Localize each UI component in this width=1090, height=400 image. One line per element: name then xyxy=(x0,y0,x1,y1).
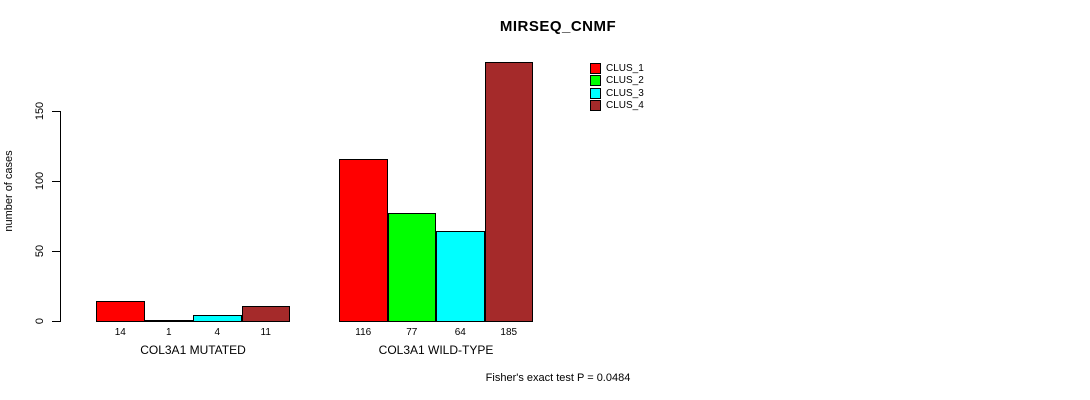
annotation-text: Fisher's exact test P = 0.0484 xyxy=(485,372,631,384)
y-tick-mark xyxy=(52,111,60,112)
bar-clus_3-mutated xyxy=(193,315,242,322)
legend-label-clus_4: CLUS_4 xyxy=(606,100,644,112)
legend-label-clus_1: CLUS_1 xyxy=(606,63,644,74)
y-tick-label: 50 xyxy=(34,244,46,258)
bar-clus_3-wild-type xyxy=(436,231,485,322)
bar-value-label: 185 xyxy=(500,327,518,338)
chart-title: MIRSEQ_CNMF xyxy=(499,18,617,35)
bar-value-label: 4 xyxy=(214,327,221,338)
legend-swatch-clus_2 xyxy=(590,75,601,87)
bar-clus_4-mutated xyxy=(241,306,290,322)
bar-clus_4-wild-type xyxy=(484,62,533,322)
y-tick-mark xyxy=(52,251,60,252)
y-tick-label: 150 xyxy=(34,101,46,121)
legend-label-clus_3: CLUS_3 xyxy=(606,87,644,99)
y-tick-label: 100 xyxy=(34,171,46,191)
group-label: COL3A1 WILD-TYPE xyxy=(378,343,494,357)
y-axis-title: number of cases xyxy=(3,150,15,232)
bar-clus_2-wild-type xyxy=(387,213,436,322)
y-tick-mark xyxy=(52,321,60,322)
bar-value-label: 1 xyxy=(165,327,172,338)
bar-value-label: 64 xyxy=(454,327,466,338)
bar-clus_1-mutated xyxy=(96,301,145,322)
bar-value-label: 77 xyxy=(406,327,418,338)
y-tick-label: 0 xyxy=(34,317,46,325)
bar-clus_2-mutated xyxy=(144,320,193,322)
bar-value-label: 14 xyxy=(114,327,126,338)
legend-swatch-clus_4 xyxy=(590,100,601,112)
legend-swatch-clus_1 xyxy=(590,63,601,74)
bar-value-label: 11 xyxy=(260,327,271,338)
legend-swatch-clus_3 xyxy=(590,87,601,99)
y-axis-line xyxy=(60,111,61,322)
legend-label-clus_2: CLUS_2 xyxy=(606,75,644,87)
group-label: COL3A1 MUTATED xyxy=(140,343,246,357)
bar-clus_1-wild-type xyxy=(339,159,388,322)
y-tick-mark xyxy=(52,181,60,182)
bar-value-label: 116 xyxy=(355,327,372,338)
